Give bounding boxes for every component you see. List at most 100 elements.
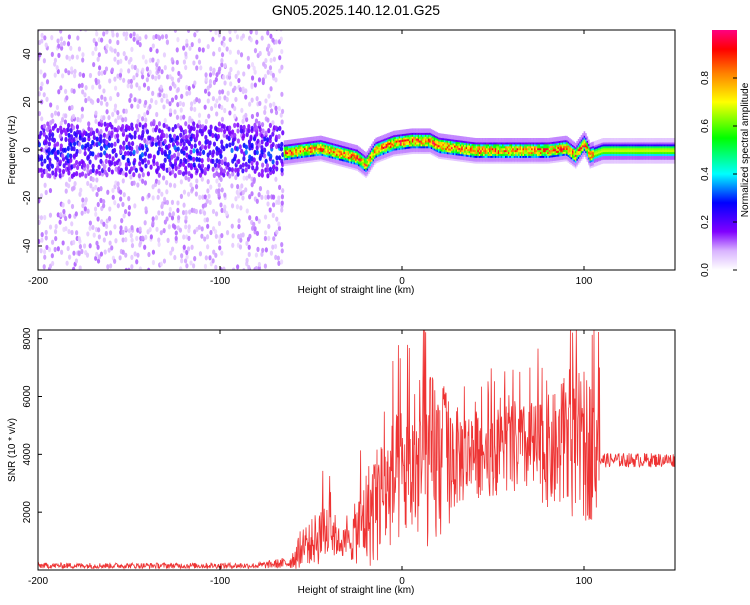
spectrogram-cell [442, 156, 445, 160]
spectrogram-cell [84, 97, 88, 104]
spectrogram-cell [414, 149, 417, 153]
spectrogram-cell [534, 143, 536, 147]
spectrogram-cell [353, 155, 356, 159]
spectrogram-cell [435, 131, 437, 135]
spectrogram-cell [331, 155, 334, 159]
spectrogram-cell [305, 137, 308, 141]
spectrogram-cell [429, 138, 431, 141]
spectrogram-cell [85, 252, 90, 258]
spectrogram-cell [472, 145, 475, 149]
spectrogram-cell [561, 155, 564, 158]
spectrogram-cell [542, 139, 545, 143]
spectrogram-cell [423, 145, 426, 149]
spectrogram-cell [346, 161, 348, 165]
spectrogram-cell [494, 139, 497, 143]
spectrogram-cell [292, 141, 295, 144]
spectrogram-cell [135, 82, 139, 88]
spectrogram-cell [589, 146, 592, 150]
spectrogram-cell [339, 140, 341, 144]
spectrogram-cell [185, 249, 189, 256]
spectrogram-cell [107, 215, 112, 222]
spectrogram-cell [430, 148, 433, 151]
spectrogram-cell [470, 158, 472, 162]
spectrogram-cell [252, 65, 256, 71]
spectrogram-cell [100, 37, 104, 43]
spectrogram-cell [467, 158, 469, 161]
spectrogram-cell [360, 162, 363, 165]
spectrogram-cell [285, 151, 287, 155]
spectrogram-cell [363, 174, 366, 177]
spectrogram-cell [299, 157, 302, 161]
spectrogram-cell [141, 158, 145, 164]
spectrogram-cell [199, 65, 203, 71]
spectrogram-cell [162, 93, 166, 99]
spectrogram-cell [458, 145, 461, 149]
spectrogram-cell [302, 157, 305, 160]
spectrogram-cell [346, 165, 348, 169]
spectrogram-cell [277, 260, 281, 266]
spectrogram-cell [602, 161, 605, 164]
spectrogram-cell [222, 266, 226, 270]
spectrogram-cell [184, 145, 188, 151]
spectrogram-cell [579, 148, 581, 152]
spectrogram-cell [382, 154, 385, 157]
spectrogram-cell [551, 147, 554, 150]
spectrogram-cell [45, 96, 49, 102]
spectrogram-cell [171, 66, 175, 72]
spectrogram-cell [574, 160, 577, 163]
spectrogram-cell [129, 232, 133, 239]
spectrogram-cell [283, 140, 286, 143]
spectrogram-cell [220, 139, 224, 145]
spectrogram-cell [192, 156, 196, 162]
spectrogram-cell [286, 159, 289, 162]
spectrogram-cell [325, 148, 328, 152]
spectrogram-cell [490, 161, 493, 164]
spectrogram-cell [356, 147, 359, 150]
spectrogram-cell [618, 157, 621, 160]
spectrogram-cell [216, 133, 220, 140]
spectrogram-cell [488, 161, 491, 164]
spectrogram-cell [173, 183, 177, 189]
spectrogram-cell [42, 147, 46, 153]
spectrogram-cell [622, 139, 625, 143]
spectrogram-cell [477, 151, 479, 155]
spectrogram-cell [622, 157, 625, 160]
spectrogram-cell [193, 229, 197, 235]
spectrogram-cell [214, 125, 218, 131]
spectrogram-cell [459, 149, 462, 153]
spectrogram-cell [67, 254, 72, 260]
spectrogram-cell [362, 161, 364, 164]
spectrogram-cell [127, 267, 131, 270]
spectrogram-cell [132, 36, 136, 42]
spectrogram-cell [343, 153, 345, 156]
spectrogram-cell [620, 145, 622, 149]
spectrogram-cell [620, 139, 622, 143]
spectrogram-cell [175, 140, 180, 146]
spectrogram-cell [532, 159, 535, 162]
spectrogram-cell [410, 138, 412, 141]
spectrogram-cell [57, 43, 61, 49]
spectrogram-cell [343, 147, 345, 151]
spectrogram-cell [574, 146, 577, 150]
spectrogram-cell [334, 158, 337, 162]
spectrogram-cell [290, 147, 293, 150]
spectrogram-cell [193, 32, 197, 38]
spectrogram-cell [182, 59, 187, 65]
spectrogram-cell [550, 147, 552, 150]
spectrogram-cell [237, 223, 241, 230]
spectrogram-cell [397, 134, 399, 137]
spectrogram-cell [467, 140, 469, 144]
spectrogram-cell [618, 153, 621, 156]
spectrogram-cell [486, 153, 488, 156]
spectrogram-cell [411, 147, 414, 151]
spectrogram-cell [337, 144, 340, 147]
spectrogram-cell [357, 148, 360, 151]
spectrogram-cell [640, 157, 643, 160]
spectrogram-cell [247, 123, 251, 130]
spectrogram-cell [558, 148, 561, 151]
spectrogram-cell [381, 139, 383, 142]
spectrogram-cell [417, 136, 420, 139]
spectrogram-cell [595, 154, 597, 157]
spectrogram-cell [226, 90, 230, 96]
spectrogram-cell [566, 135, 568, 139]
